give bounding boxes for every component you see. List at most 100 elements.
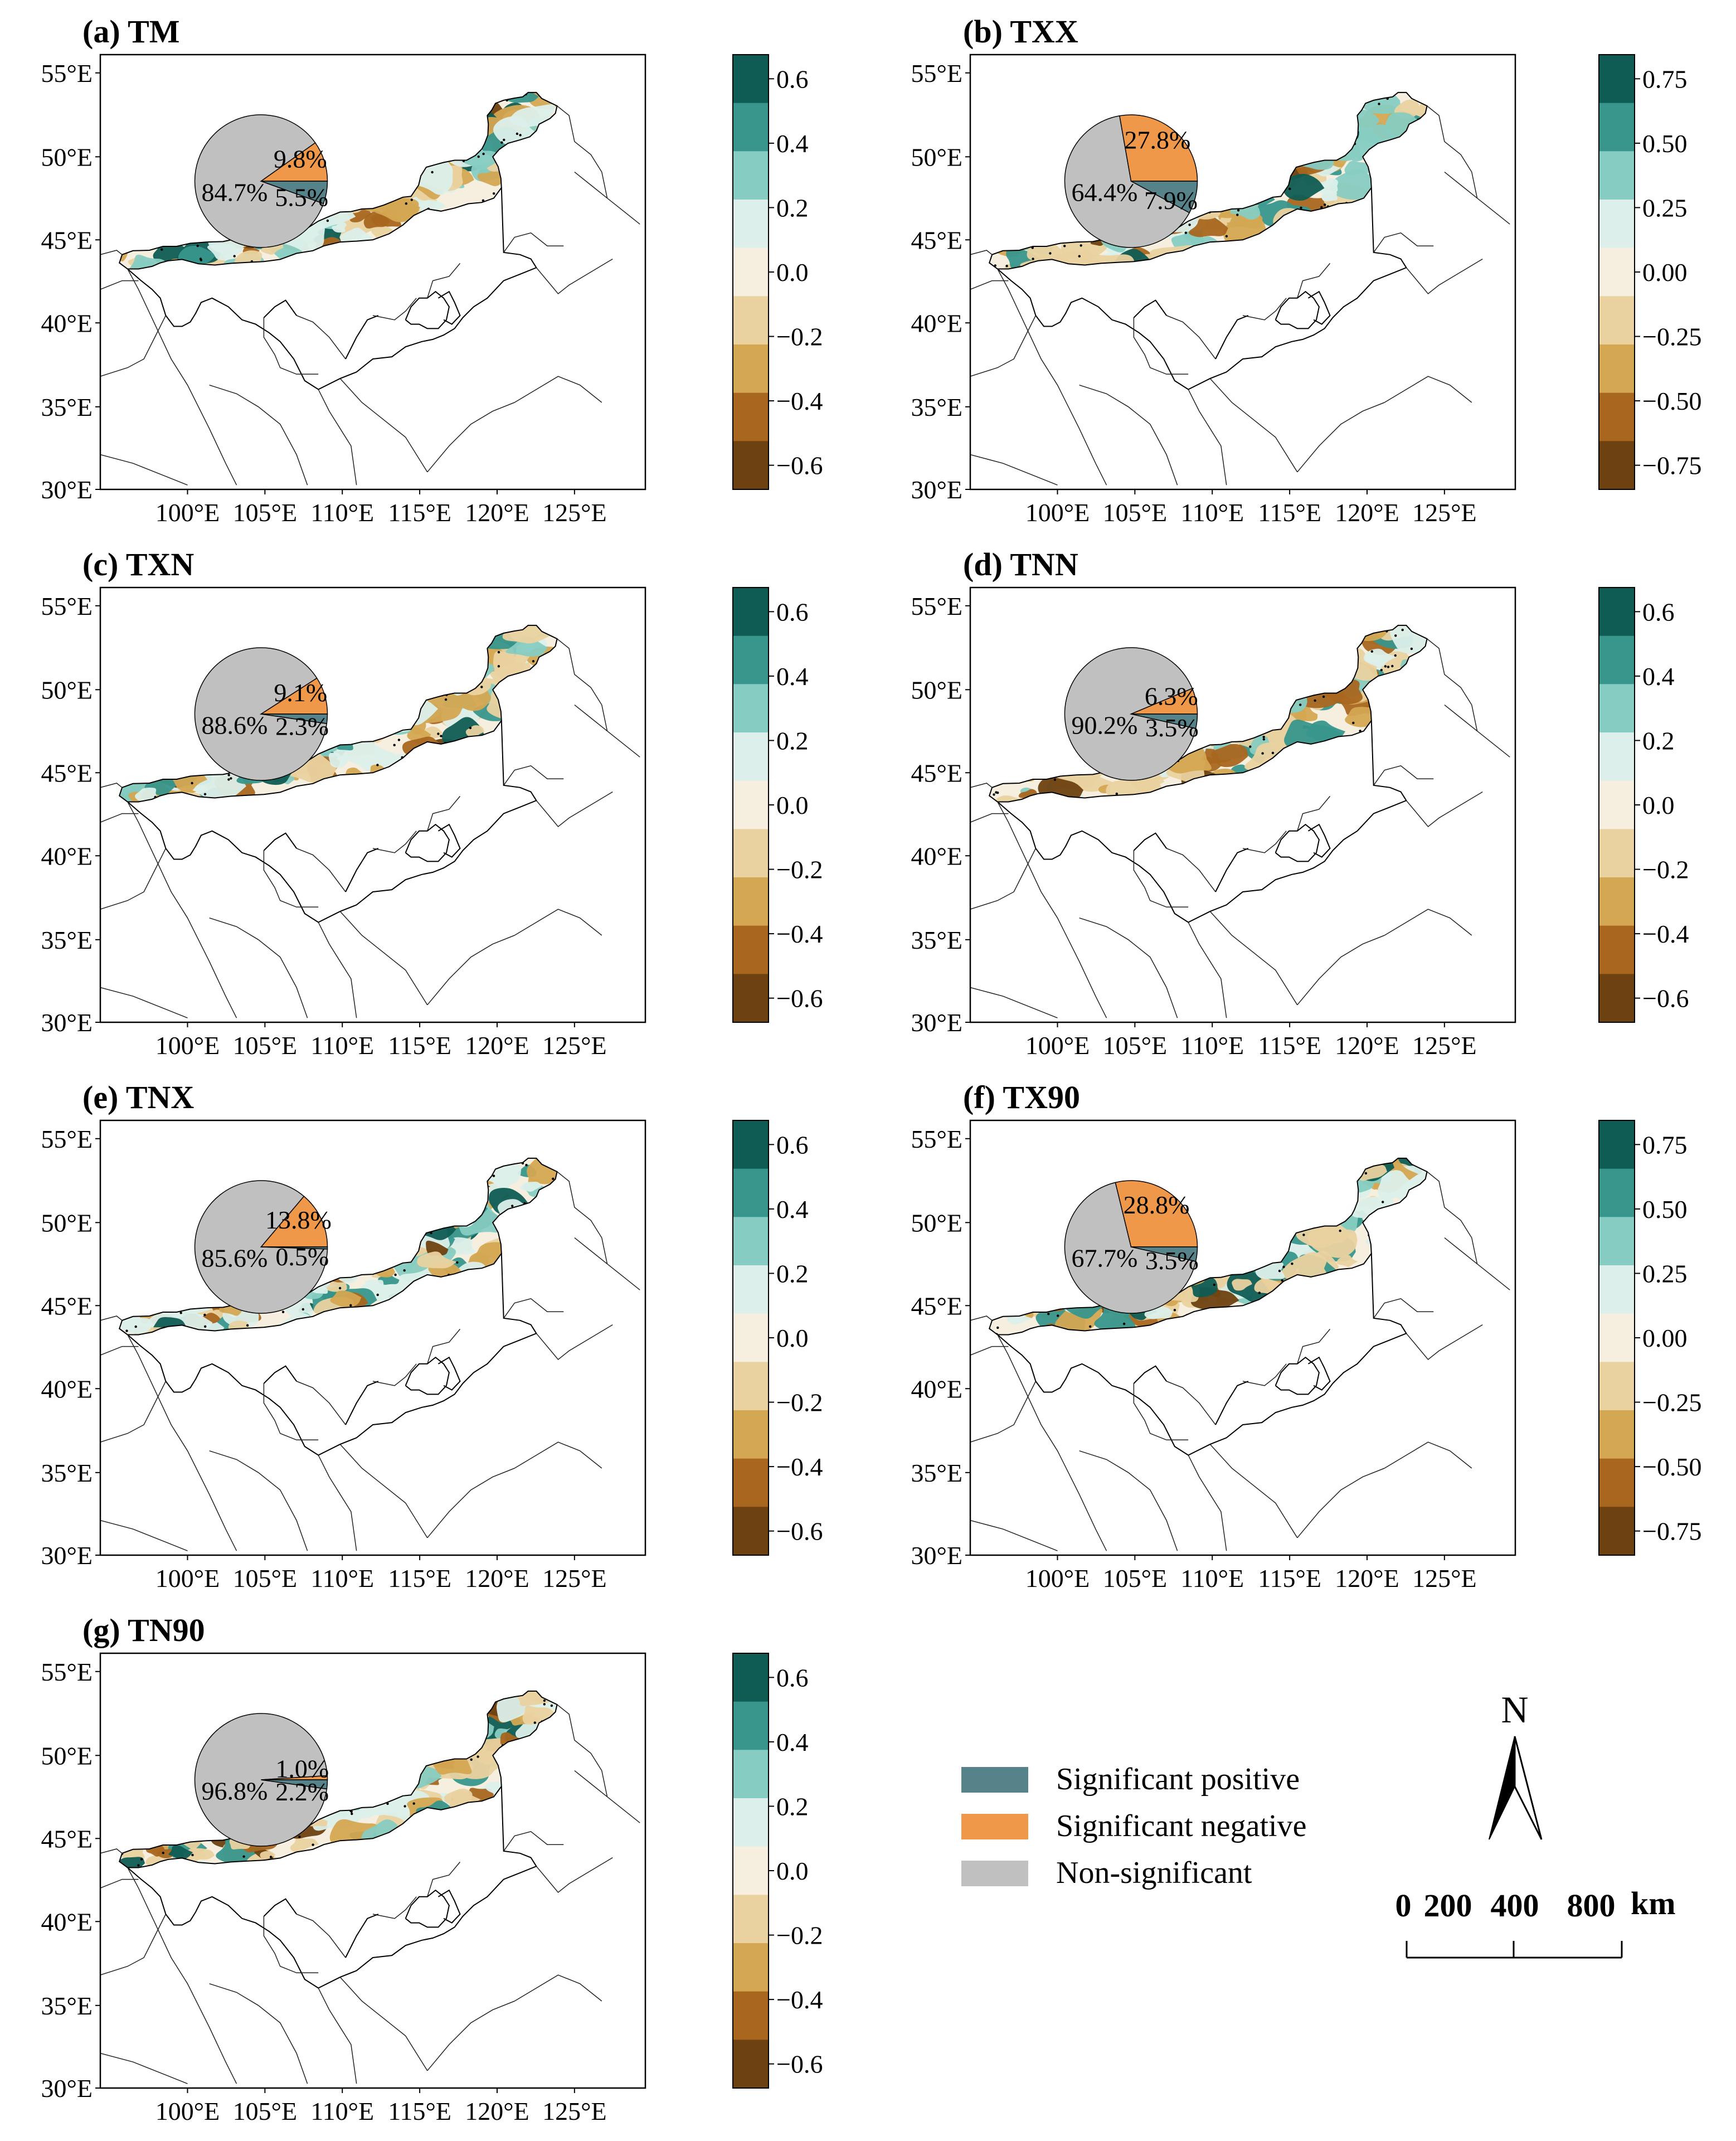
boundary-line	[1297, 795, 1331, 832]
map-background	[100, 1653, 645, 2088]
pie-label-positive: 3.5%	[1145, 1246, 1199, 1275]
pie-label-non-significant: 67.7%	[1071, 1244, 1137, 1273]
colorbar-bin	[733, 1410, 769, 1459]
boundary-line	[1242, 831, 1287, 853]
colorbar-tick-label: −0.25	[1642, 323, 1701, 351]
colorbar-bin	[733, 1798, 769, 1847]
colorbar-tick-label: 0.00	[1642, 258, 1688, 287]
pie-label-negative: 13.8%	[265, 1206, 332, 1234]
boundary-line	[100, 1519, 188, 1551]
colorbar-tick-label: 0.25	[1642, 193, 1688, 222]
boundary-line	[536, 1324, 613, 1361]
colorbar-tick-label: −0.2	[1642, 856, 1689, 884]
colorbar-bin	[1599, 780, 1635, 829]
lat-tick-label: 40°E	[911, 309, 963, 337]
lat-tick-label: 55°E	[911, 59, 963, 88]
panel-b-txx: (b) TXX 100°E 105°E 110°E 115°E 120°E 125°E 55°…	[911, 13, 1702, 527]
pie-label-positive: 5.5%	[275, 183, 328, 212]
legend-negative-label: Significant negative	[1056, 1809, 1306, 1843]
boundary-line	[1373, 765, 1434, 786]
boundary-line	[345, 315, 379, 360]
boundary-line	[1166, 848, 1216, 892]
boundary-line	[427, 263, 461, 299]
boundary-line	[1209, 378, 1298, 473]
panels: (a) TM 100°E 105°E 110°E 115°E 120°E 125°E 55°E…	[41, 13, 1702, 2125]
lat-tick-label: 30°E	[41, 475, 93, 504]
scale-label: 400	[1491, 1887, 1539, 1924]
boundary-line	[100, 783, 123, 788]
colorbar-tick-label: 0.75	[1642, 65, 1688, 93]
boundary-line	[536, 791, 613, 828]
boundary-line	[557, 638, 608, 731]
boundary-line	[339, 378, 428, 473]
lat-tick-label: 45°E	[41, 226, 93, 254]
boundary-line	[405, 290, 450, 329]
province-boundaries	[100, 1690, 640, 2084]
panel-title: (g) TN90	[82, 1612, 205, 1648]
colorbar-tick-label: 0.4	[1642, 662, 1675, 691]
lon-tick-label: 115°E	[388, 498, 451, 527]
significance-pie: 27.8% 7.9%64.4%	[1064, 114, 1198, 248]
colorbar-tick-label: 0.6	[1642, 598, 1675, 626]
boundary-line	[127, 1334, 237, 1551]
colorbar-bin	[733, 1120, 769, 1169]
colorbar-bin	[733, 780, 769, 829]
boundary-line	[970, 783, 993, 788]
map-frame	[99, 1119, 646, 1556]
panel-title: (a) TM	[82, 13, 180, 50]
colorbar-bin	[733, 588, 769, 637]
colorbar-tick-label: 0.2	[776, 1792, 809, 1820]
pie-slice-positive	[1131, 713, 1198, 729]
significance-pie: 6.3% 3.5% 90.2%	[1064, 647, 1199, 781]
pie-slice-non-significant	[1064, 115, 1190, 248]
boundary-line	[318, 922, 357, 1018]
boundary-line	[339, 1444, 428, 1538]
boundary-line	[970, 280, 1009, 290]
boundary-line	[437, 1889, 461, 1924]
boundary-line	[536, 1857, 613, 1894]
boundary-line	[263, 1898, 297, 1917]
significance-pie: 9.1% 2.3%88.6%	[194, 647, 329, 781]
boundary-line	[263, 299, 297, 318]
lat-tick-label: 35°E	[911, 1459, 963, 1487]
boundary-line	[970, 813, 1009, 823]
map-frame	[99, 54, 646, 491]
boundary-line	[209, 917, 308, 1018]
boundary-line	[1297, 402, 1385, 473]
boundary-line	[1079, 385, 1178, 486]
lat-tick-label: 45°E	[41, 1292, 93, 1320]
lon-tick-label: 125°E	[542, 498, 607, 527]
pie-slice-negative	[260, 142, 328, 182]
lon-tick-label: 105°E	[233, 498, 298, 527]
lat-tick-label: 45°E	[911, 226, 963, 254]
colorbar-bin	[1599, 1265, 1635, 1314]
colorbar-bin	[733, 925, 769, 974]
pie-label-negative: 28.8%	[1124, 1191, 1190, 1219]
colorbar-bin	[1599, 1313, 1635, 1362]
boundary-line	[997, 1253, 1407, 1456]
boundary-line	[345, 1914, 379, 1958]
map-frame	[969, 1119, 1516, 1556]
boundary-line	[1079, 1450, 1178, 1551]
boundary-line	[1133, 1383, 1189, 1441]
colorbar-bin	[733, 1943, 769, 1992]
boundary-line	[209, 385, 308, 486]
boundary-line	[263, 1383, 319, 1441]
colorbar-tick-label: −0.4	[776, 1985, 823, 2014]
lat-tick-label: 30°E	[911, 475, 963, 504]
pie-slice-negative	[1115, 1180, 1198, 1247]
lon-tick-label: 120°E	[465, 2097, 529, 2125]
pie-label-negative: 6.3%	[1145, 682, 1198, 710]
lon-tick-label: 115°E	[388, 1031, 451, 1060]
boundary-line	[372, 1896, 417, 1919]
boundary-line	[557, 1704, 608, 1797]
boundary-line	[1188, 1455, 1227, 1551]
colorbar-bin	[733, 55, 769, 104]
boundary-line	[100, 813, 139, 823]
colorbar-bin	[733, 829, 769, 878]
colorbar-bin	[733, 1507, 769, 1556]
colorbar-tick-label: 0.75	[1642, 1130, 1688, 1159]
lon-tick-label: 110°E	[1180, 1564, 1244, 1593]
lat-tick-label: 55°E	[41, 59, 93, 88]
lat-tick-label: 35°E	[911, 393, 963, 421]
